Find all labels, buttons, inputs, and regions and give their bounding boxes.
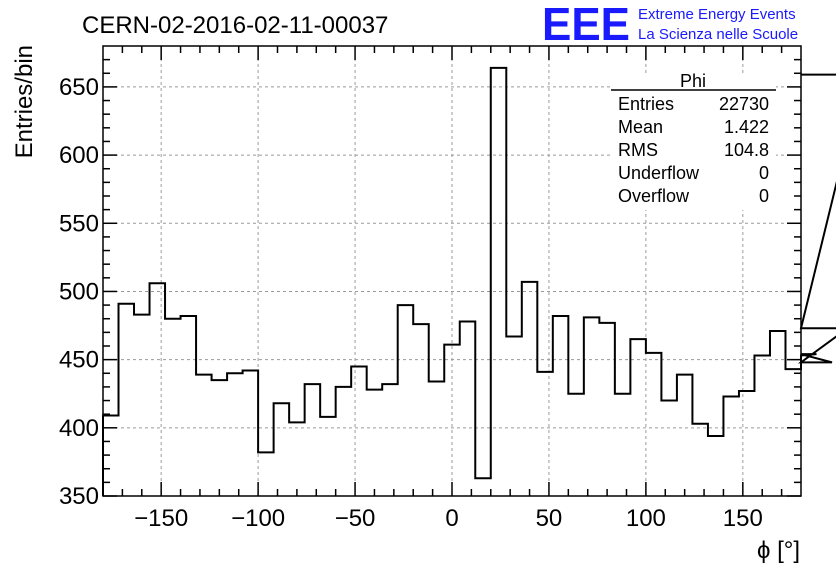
histogram-outline [102,66,836,496]
stats-title: Phi [680,71,706,91]
stats-label-entries: Entries [618,94,674,114]
x-tick-label: 100 [626,505,666,532]
stats-label-rms: RMS [618,140,658,160]
stats-box-bg [611,74,776,210]
stats-label-underflow: Underflow [618,163,700,183]
y-axis-title: Entries/bin [11,45,38,158]
project-line-2: La Scienza nelle Scuole [638,26,798,43]
y-tick-label: 450 [59,347,99,374]
x-axis: −150 −100 −50 0 50 100 150 [121,46,783,532]
x-tick-label: −150 [134,505,188,532]
x-tick-label: −100 [231,505,285,532]
stats-value-rms: 104.8 [724,140,769,160]
project-line-1: Extreme Energy Events [638,6,796,23]
y-tick-label: 600 [59,142,99,169]
eee-logo: EEE Extreme Energy Events La Scienza nel… [542,0,798,50]
stats-value-underflow: 0 [759,163,769,183]
x-axis-title: ϕ [°] [757,537,800,564]
stats-value-entries: 22730 [719,94,769,114]
y-tick-label: 650 [59,74,99,101]
y-tick-label: 350 [59,483,99,510]
stats-label-mean: Mean [618,117,663,137]
y-tick-label: 400 [59,415,99,442]
run-title: CERN-02-2016-02-11-00037 [82,12,388,39]
x-tick-label: 50 [536,505,563,532]
stats-label-overflow: Overflow [618,186,690,206]
stats-value-overflow: 0 [759,186,769,206]
y-tick-label: 550 [59,210,99,237]
y-tick-label: 500 [59,278,99,305]
x-tick-label: 150 [723,505,763,532]
logo-text: EEE [542,0,630,50]
stats-value-mean: 1.422 [724,117,769,137]
y-axis: 350 400 450 500 550 600 650 [59,58,801,510]
x-tick-label: 0 [445,505,458,532]
x-tick-label: −50 [335,505,376,532]
stats-box: Phi Entries 22730 Mean 1.422 RMS 104.8 U… [611,71,776,210]
